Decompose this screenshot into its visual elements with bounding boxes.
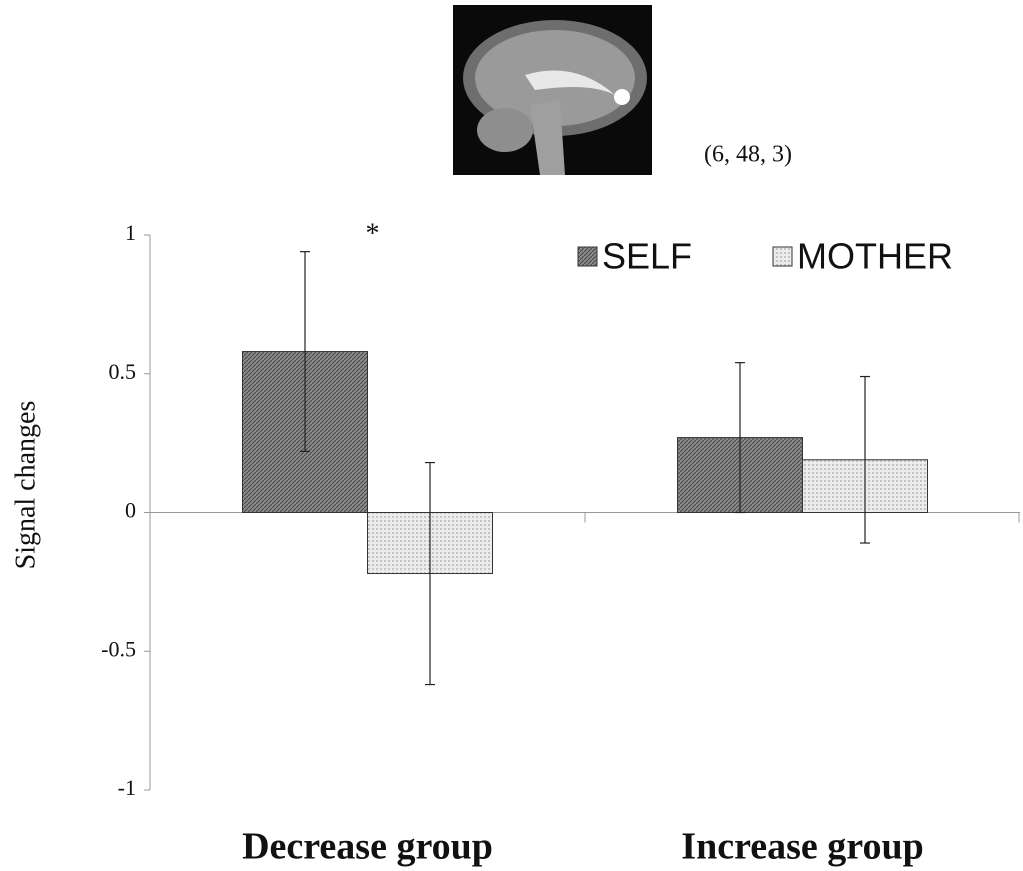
- y-tick-label: -0.5: [101, 636, 136, 661]
- page: (6, 48, 3) Signal changes -1 -0.5 0 0.5 1 Dec…: [0, 0, 1023, 871]
- y-tick-label: 0.5: [109, 359, 137, 384]
- y-axis-label: Signal changes: [10, 401, 41, 570]
- y-tick-label: 1: [125, 220, 136, 245]
- legend-swatch: [773, 247, 792, 266]
- y-tick-label: 0: [125, 498, 136, 523]
- legend-label: MOTHER: [797, 236, 953, 277]
- x-tick-label: Decrease group: [242, 826, 493, 868]
- x-tick-label: Increase group: [681, 826, 923, 868]
- y-tick-label: -1: [118, 775, 136, 800]
- image-caption: (6, 48, 3): [704, 142, 792, 168]
- brain-image: [453, 5, 652, 175]
- significance-marker: *: [366, 218, 380, 249]
- chart: (6, 48, 3) Signal changes -1 -0.5 0 0.5 1 Dec…: [0, 0, 1023, 871]
- legend-swatch: [578, 247, 597, 266]
- legend-label: SELF: [602, 236, 692, 277]
